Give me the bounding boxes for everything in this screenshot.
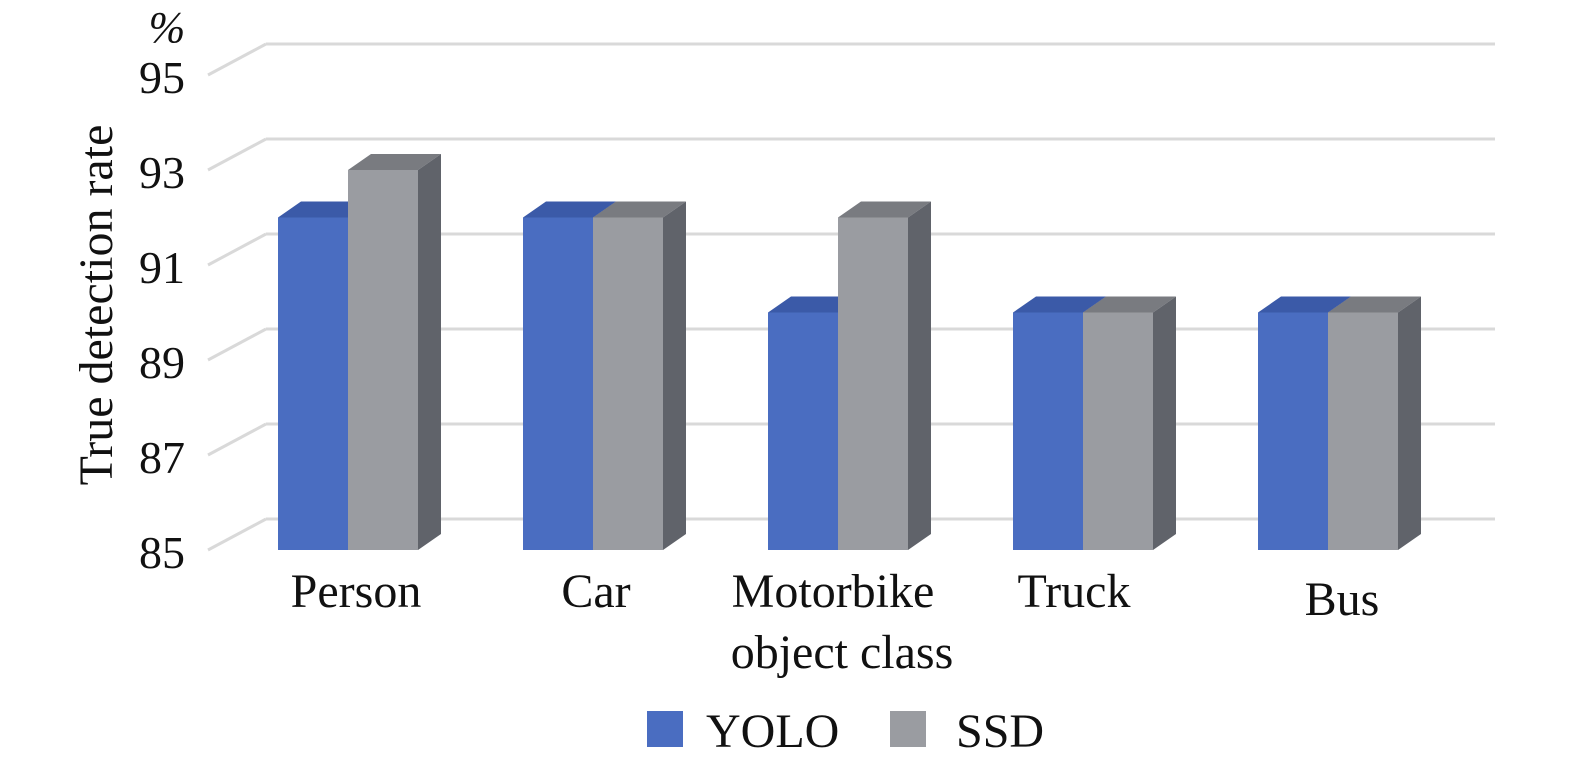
bar-front — [593, 217, 663, 550]
y-tick-label: 95 — [139, 52, 185, 103]
y-tick-label: 87 — [139, 432, 185, 483]
legend-item-ssd: SSD — [890, 705, 1044, 758]
y-axis-label: True detection rate — [70, 125, 123, 486]
bar-front — [278, 217, 348, 550]
bar-top — [1258, 296, 1351, 313]
x-tick-label: Car — [561, 565, 630, 618]
bar-side — [1153, 296, 1176, 550]
legend-swatch — [890, 711, 926, 747]
bar-side — [1398, 296, 1421, 550]
gridline-depth — [207, 422, 267, 457]
bar-ssd-person — [348, 154, 441, 550]
x-tick-label: Bus — [1305, 573, 1380, 626]
bar-front — [523, 217, 593, 550]
legend: YOLO SSD — [647, 705, 1044, 758]
text-layer: % True detection rate object class 85 87 8… — [70, 3, 1379, 679]
bar-top — [523, 201, 616, 218]
y-tick-label: 89 — [139, 337, 185, 388]
legend-item-yolo: YOLO — [647, 705, 839, 758]
bar-top — [1328, 296, 1421, 313]
bar-top — [1083, 296, 1176, 313]
bar-top — [348, 154, 441, 170]
gridline-depth — [207, 42, 267, 77]
x-tick-label: Person — [291, 565, 422, 618]
bar-side — [663, 201, 686, 550]
bar-top — [278, 201, 371, 218]
bar-top — [1013, 296, 1106, 313]
bar-front — [1258, 312, 1328, 550]
gridline-depth — [207, 137, 267, 172]
bar-top — [838, 201, 931, 218]
bar-layer — [278, 154, 1421, 550]
bar-side — [418, 154, 441, 550]
legend-label: YOLO — [706, 705, 839, 758]
x-tick-label: Truck — [1018, 565, 1131, 618]
y-tick-label: 85 — [139, 527, 185, 578]
gridline-depth — [207, 327, 267, 362]
bar-front — [768, 312, 838, 550]
gridline-depth — [207, 232, 267, 267]
bar-ssd-truck — [1083, 296, 1176, 550]
bar-top — [768, 296, 861, 313]
bar-top — [593, 201, 686, 218]
bar-front — [1013, 312, 1083, 550]
y-unit-label: % — [149, 3, 186, 52]
legend-swatch — [647, 711, 683, 747]
bar-front — [348, 170, 418, 550]
y-tick-label: 91 — [139, 242, 185, 293]
bar-side — [908, 201, 931, 550]
x-tick-label: Motorbike — [732, 565, 935, 618]
bar-front — [1083, 312, 1153, 550]
bar-ssd-motorbike — [838, 201, 931, 550]
bar-front — [838, 217, 908, 550]
gridline-depth — [207, 517, 267, 552]
bar-front — [1328, 312, 1398, 550]
x-axis-label: object class — [731, 626, 954, 679]
bar-ssd-bus — [1328, 296, 1421, 550]
bar-ssd-car — [593, 201, 686, 550]
y-tick-label: 93 — [139, 147, 185, 198]
legend-label: SSD — [956, 705, 1044, 758]
